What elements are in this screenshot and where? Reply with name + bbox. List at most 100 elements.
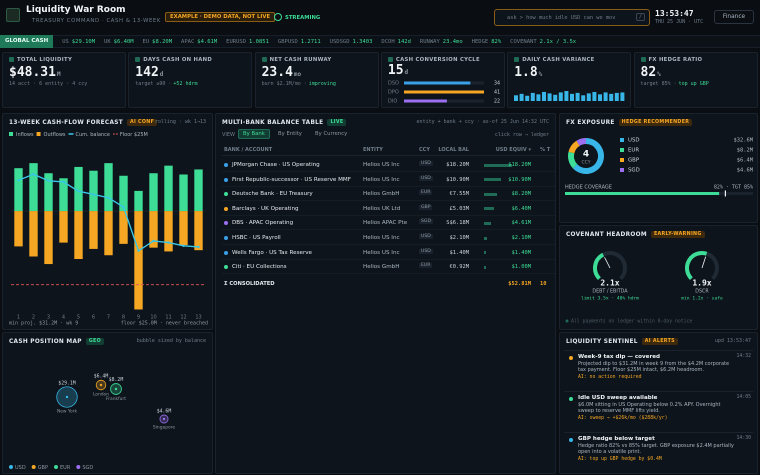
table-cell: $18.20M — [508, 162, 531, 168]
map-value: $4.6M — [157, 408, 172, 414]
bar — [14, 168, 23, 212]
table-cell: EUR — [419, 190, 433, 196]
legend-swatch — [9, 132, 13, 136]
gauge-needle — [604, 257, 611, 269]
kpi-number: 1.8 — [514, 65, 538, 80]
fx-value: $4.6M — [737, 168, 754, 174]
kpi-note: target 85% · top up GBP — [641, 81, 751, 87]
kpi-note-text: 14 acct · 6 entity · 4 ccy — [9, 81, 88, 87]
ticker: GLOBAL CASH US $29.10M UK $6.40M EU $8.20M APAC… — [0, 35, 760, 48]
ticker-label: US — [62, 38, 69, 45]
spark-bar — [530, 92, 535, 101]
spark-bar — [620, 92, 625, 101]
kpi-card: TOTAL LIQUIDITY $48.31M 14 acct · 6 entity… — [2, 52, 126, 108]
table-cell: 10 — [540, 280, 547, 287]
row-dot — [224, 221, 228, 226]
legend-swatch — [36, 132, 41, 136]
table-hint: click row → ledger — [494, 132, 549, 138]
table-cell: $1.40M — [511, 249, 531, 256]
alert-body: Hedge ratio 82% vs 85% target. GBP expos… — [578, 443, 734, 456]
spark-bar — [564, 91, 569, 101]
view-tab[interactable]: By Bank — [238, 129, 270, 139]
panel-title-text: MULTI-BANK BALANCE TABLE — [222, 120, 324, 126]
view-tab[interactable]: By Currency — [315, 131, 348, 137]
balance-point — [77, 189, 80, 193]
view-label: VIEW — [222, 132, 235, 138]
kpi-title: DAYS CASH ON HAND — [135, 57, 245, 63]
search-key: / — [635, 13, 645, 21]
table-cell: DBS · APAC Operating — [232, 220, 294, 227]
row-dot — [224, 206, 228, 211]
panel-badge: AI ALERTS — [641, 338, 678, 345]
usd-bar — [484, 265, 486, 269]
table-cell: $2.10M — [511, 235, 531, 241]
x-tick-label: 13 — [195, 315, 201, 321]
panel-badge: HEDGE RECOMMENDER — [618, 119, 693, 126]
bar — [89, 170, 98, 212]
alert-body: $6.0M sitting in US Operating below 0.2%… — [578, 402, 721, 415]
panel-badge: EARLY-WARNING — [650, 231, 705, 238]
legend-dot — [54, 465, 59, 469]
bar — [89, 211, 98, 249]
ticker-item: DCOH 142d — [381, 39, 411, 45]
kpi-number: 15 — [387, 63, 404, 78]
status-dot — [565, 319, 569, 323]
table-cell: USD EQUIV ▾ — [495, 147, 531, 153]
balance-point — [107, 196, 110, 199]
search-text: ask > how much idle USD can we mov — [507, 15, 616, 21]
donut-center-label: CCY — [582, 160, 591, 166]
gauge-note: limit 3.5x · 40% hdrm — [581, 296, 639, 302]
ticker-label: GBPUSD — [277, 38, 298, 45]
panel-svg: $29.1M New York $6.4M London $8.2M Frankfurt $… — [9, 374, 175, 471]
ccc-bar — [403, 81, 471, 85]
balance-point — [197, 245, 200, 249]
table-cell: £5.03M — [449, 205, 469, 212]
bar — [29, 163, 38, 212]
x-tick-label: 9 — [137, 315, 140, 321]
bar — [194, 211, 203, 251]
table-cell: USD — [419, 234, 433, 239]
table-cell: ENTITY — [363, 147, 383, 153]
search-box[interactable]: ask > how much idle USD can we mov / — [494, 9, 650, 26]
row-rule — [222, 214, 555, 216]
kpi-value: 82% — [641, 65, 751, 80]
ticker-value: 82% — [491, 38, 502, 45]
map-panel: CASH POSITION MAP GEO bubble sized by bala… — [2, 332, 213, 474]
bar — [134, 190, 143, 212]
balance-point — [62, 180, 65, 184]
kpi-title: FX HEDGE RATIO — [641, 57, 751, 63]
table-cell: Helios US Inc — [363, 176, 400, 183]
ticker-label: COVENANT — [510, 38, 537, 45]
finance-button[interactable]: Finance — [714, 10, 754, 24]
ccc-bar — [403, 90, 484, 94]
usd-bar — [484, 251, 487, 255]
row-dot — [224, 177, 228, 182]
table-cell: USD — [419, 161, 433, 166]
kpi-unit: M — [56, 71, 61, 78]
kpi-note-highlight: improving — [308, 81, 336, 87]
view-tab[interactable]: By Entity — [278, 131, 302, 137]
x-tick-label: 3 — [47, 315, 50, 321]
ccc-value: 22 — [494, 99, 500, 105]
spark-bar — [558, 92, 563, 101]
kpi-value: 1.8% — [514, 65, 624, 80]
x-tick-label: 12 — [180, 315, 186, 321]
kpi-unit: % — [538, 71, 543, 78]
spark-bar — [547, 93, 552, 101]
bar — [74, 211, 83, 260]
ccc-label: DIO — [388, 99, 397, 105]
legend-label: GBP — [38, 465, 48, 471]
ticker-value: 23.4mo — [442, 38, 463, 45]
kpi-note: burn $2.1M/mo · improving — [262, 81, 372, 87]
kpi-title: NET CASH RUNWAY — [262, 57, 372, 63]
alert-dot — [569, 397, 573, 401]
spark-bar — [581, 95, 586, 101]
spark-bar — [519, 93, 524, 101]
kpi-note-text: target 85% · — [640, 81, 677, 87]
gauge-fill — [593, 252, 605, 281]
kpi-card: FX HEDGE RATIO 82% target 85% · top up GBP — [633, 52, 758, 108]
ticker-item: GBPUSD 1.2711 — [278, 39, 321, 45]
kpi-unit: % — [657, 71, 661, 78]
bar — [164, 211, 173, 252]
